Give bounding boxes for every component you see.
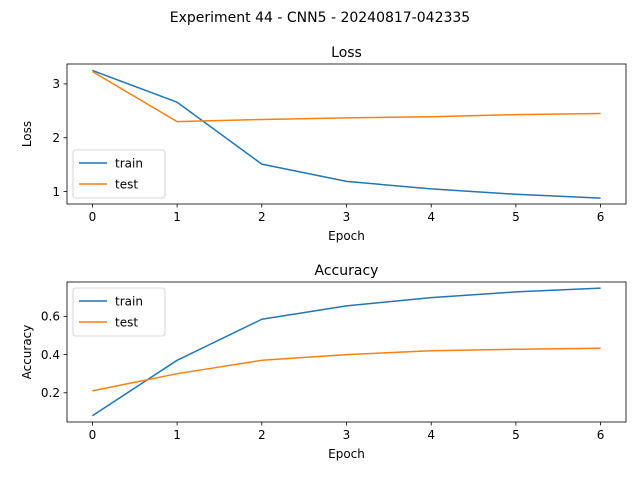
x-axis-label: Epoch (328, 447, 365, 461)
series-line-train (92, 69, 601, 199)
y-tick-label: 0.6 (41, 310, 60, 324)
x-tick-label: 0 (89, 428, 97, 442)
x-tick-label: 2 (258, 428, 266, 442)
x-tick-label: 6 (597, 428, 605, 442)
y-tick-label: 1 (52, 185, 60, 199)
legend: train test (72, 149, 166, 199)
legend-label-train: train (115, 156, 143, 170)
accuracy-chart: 0 1 2 3 4 5 6 0.2 0.4 0.6 Accuracy Epoch Accuracy tra… (20, 263, 627, 461)
legend-label-test: test (115, 315, 138, 329)
chart-title: Accuracy (315, 263, 379, 279)
figure-suptitle: Experiment 44 - CNN5 - 20240817-042335 (170, 10, 470, 26)
x-tick-label: 4 (427, 210, 435, 224)
x-tick-label: 5 (512, 210, 520, 224)
x-tick-label: 5 (512, 428, 520, 442)
legend: train test (72, 287, 166, 337)
legend-label-test: test (115, 177, 138, 191)
x-tick-label: 0 (89, 210, 97, 224)
y-tick-label: 3 (52, 77, 60, 91)
y-axis-label: Loss (20, 121, 34, 147)
legend-box (72, 287, 166, 337)
x-tick-label: 3 (343, 428, 351, 442)
x-tick-label: 1 (173, 210, 181, 224)
loss-chart: 0 1 2 3 4 5 6 1 2 3 Loss Epoch Loss train test (20, 45, 627, 243)
chart-title: Loss (331, 45, 362, 61)
legend-label-train: train (115, 294, 143, 308)
series-line-test (92, 347, 601, 392)
x-tick-label: 2 (258, 210, 266, 224)
legend-box (72, 149, 166, 199)
y-tick-label: 2 (52, 131, 60, 145)
y-axis-label: Accuracy (20, 325, 34, 380)
y-tick-label: 0.4 (41, 348, 60, 362)
x-axis-label: Epoch (328, 229, 365, 243)
x-tick-label: 1 (173, 428, 181, 442)
x-tick-label: 4 (427, 428, 435, 442)
y-tick-label: 0.2 (41, 386, 60, 400)
series-line-test (92, 70, 601, 123)
x-tick-label: 6 (597, 210, 605, 224)
series-line-train (91, 287, 601, 417)
x-tick-label: 3 (343, 210, 351, 224)
